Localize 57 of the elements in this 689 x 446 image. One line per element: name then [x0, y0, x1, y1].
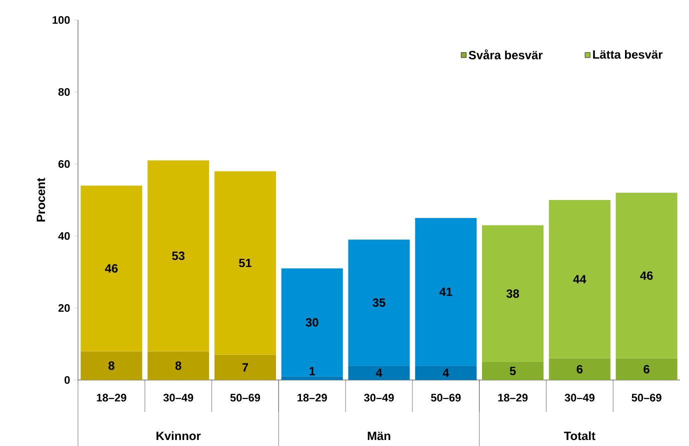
- data-label: 1: [310, 366, 316, 376]
- legend-label: Lätta besvär: [593, 50, 663, 59]
- y-tick-label: 100: [52, 16, 70, 24]
- bar: [415, 366, 477, 380]
- y-tick-label: 60: [58, 160, 70, 168]
- bar: [616, 358, 678, 380]
- bar: [548, 200, 610, 358]
- data-label: 46: [104, 264, 118, 273]
- data-label: 4: [376, 368, 382, 377]
- text: Kvinnor: [156, 431, 201, 440]
- bar: [348, 240, 410, 366]
- data-label: 44: [573, 275, 586, 284]
- data-label: 30: [306, 318, 318, 327]
- text: Män: [368, 432, 390, 440]
- y-tick-label: 0: [64, 376, 70, 384]
- bar: [148, 351, 210, 380]
- legend-label: Svåra besvär: [468, 49, 543, 60]
- x-tick-label: 18–29: [298, 394, 327, 402]
- x-tick-label: 18–29: [498, 394, 528, 402]
- data-label: 5: [510, 366, 516, 376]
- x-tick-label: 30–49: [564, 394, 594, 402]
- bar: [80, 186, 142, 352]
- text: Totalt: [564, 431, 596, 440]
- x-tick-label: 30–49: [163, 394, 194, 402]
- data-label: 41: [439, 288, 452, 296]
- x-tick-label: 18–29: [96, 394, 126, 402]
- data-label: 7: [242, 363, 248, 372]
- bar: [214, 354, 276, 380]
- data-label: 8: [175, 361, 182, 370]
- y-axis-title: Procent: [36, 178, 46, 222]
- bar: [281, 268, 343, 376]
- bar: [348, 366, 410, 380]
- bar: [281, 376, 343, 380]
- bar: [415, 218, 477, 366]
- bar: [214, 171, 276, 355]
- data-label: 6: [644, 364, 650, 374]
- bar: [548, 358, 610, 380]
- data-label: 6: [576, 364, 583, 374]
- data-label: 35: [372, 298, 386, 307]
- bar: [148, 160, 210, 352]
- x-tick-label: 50–69: [632, 394, 662, 402]
- x-tick-label: 50–69: [230, 394, 260, 402]
- data-label: 46: [640, 271, 653, 280]
- data-label: 8: [108, 361, 114, 370]
- x-tick-label: 50–69: [430, 394, 461, 402]
- y-tick-label: 80: [58, 88, 70, 96]
- y-tick-label: 20: [58, 304, 70, 312]
- data-label: 53: [172, 252, 185, 260]
- bar: [616, 192, 678, 358]
- bar: [482, 225, 544, 362]
- data-label: 38: [506, 289, 520, 298]
- data-label: 51: [238, 258, 252, 268]
- bar: [80, 351, 142, 380]
- bar: [482, 362, 544, 380]
- data-label: 4: [442, 368, 450, 377]
- y-tick-label: 40: [58, 232, 70, 240]
- x-tick-label: 30–49: [364, 394, 394, 402]
